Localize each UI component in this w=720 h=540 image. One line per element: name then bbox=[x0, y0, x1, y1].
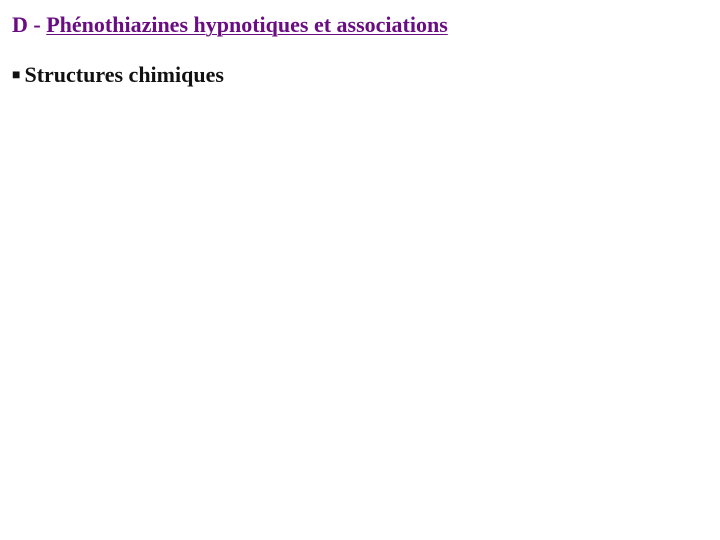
section-heading: D - Phénothiazines hypnotiques et associ… bbox=[12, 12, 448, 38]
subheading-text: Structures chimiques bbox=[24, 62, 223, 87]
heading-prefix: D - bbox=[12, 12, 46, 37]
heading-main-text: Phénothiazines hypnotiques et associatio… bbox=[46, 12, 448, 37]
bullet-icon: ■ bbox=[12, 66, 20, 82]
subheading: ■Structures chimiques bbox=[12, 62, 224, 88]
